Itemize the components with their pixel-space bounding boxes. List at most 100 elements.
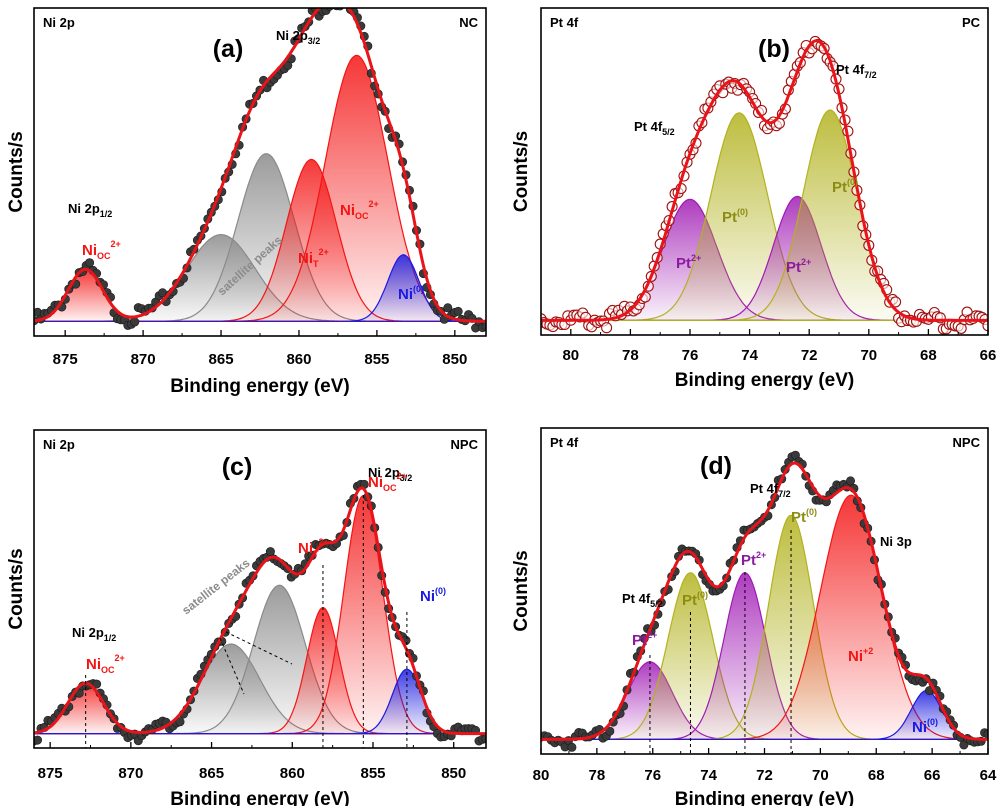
plot-area-d xyxy=(541,450,988,752)
core-level-label: Ni 2p xyxy=(43,437,75,452)
peak-annotation: Pt(0) xyxy=(682,590,708,609)
panel-label: (d) xyxy=(700,452,732,480)
satellite-pointer-line xyxy=(225,631,293,665)
y-axis-label: Counts/s xyxy=(6,548,27,629)
peak-annotation: Ni(0) xyxy=(398,284,424,303)
x-tick-label: 855 xyxy=(364,351,389,368)
x-axis-label: Binding energy (eV) xyxy=(675,789,854,806)
x-tick-label: 870 xyxy=(118,765,143,782)
sample-label: NC xyxy=(459,15,478,30)
peak-annotation: Ni 2p3/2 xyxy=(276,28,320,46)
peak-annotation: Pt 4f5/2 xyxy=(634,119,675,137)
fit-envelope xyxy=(541,461,988,741)
plot-area-b xyxy=(541,35,988,335)
x-tick-label: 76 xyxy=(644,767,661,784)
panel-c: 875 870 865 860 855 850 Binding energy (eV) Cou… xyxy=(6,429,487,806)
peak-annotation: Pt 4f5/2 xyxy=(622,591,663,609)
x-tick-label: 70 xyxy=(860,347,877,364)
x-tick-label: 865 xyxy=(199,765,224,782)
peak-annotation: Pt2+ xyxy=(786,257,811,276)
x-tick-label: 855 xyxy=(360,765,385,782)
peak-annotation: Pt2+ xyxy=(632,630,657,649)
x-tick-label: 76 xyxy=(682,347,699,364)
data-point xyxy=(265,547,275,557)
panel-label: (b) xyxy=(758,35,790,63)
x-tick-label: 875 xyxy=(53,351,78,368)
plot-area-c xyxy=(34,479,486,746)
plot-frame xyxy=(33,429,487,749)
data-point xyxy=(453,306,463,316)
data-point xyxy=(92,679,102,689)
x-tick-label: 78 xyxy=(622,347,639,364)
x-tick-label: 68 xyxy=(868,767,885,784)
x-tick-label: 64 xyxy=(980,767,997,784)
data-point xyxy=(982,320,988,332)
x-tick-label: 72 xyxy=(801,347,818,364)
x-tick-label: 860 xyxy=(286,351,311,368)
plot-frame xyxy=(540,7,989,336)
peak-annotation: satellite peaks xyxy=(179,556,253,618)
peak-annotation: Ni(0) xyxy=(420,586,446,605)
peak-annotation: Pt 4f7/2 xyxy=(836,62,877,80)
panel-d: 80 78 76 74 72 70 68 66 64 Binding energy (eV) Cou… xyxy=(511,427,997,806)
x-tick-label: 870 xyxy=(131,351,156,368)
peak-annotation: Pt2+ xyxy=(676,253,701,272)
peak-annotation: Ni 2p1/2 xyxy=(68,201,112,219)
peak-annotation: Pt(0) xyxy=(791,507,817,526)
peak-annotation: Pt(0) xyxy=(832,177,858,196)
peak-annotation: Ni(0) xyxy=(912,717,938,736)
data-point xyxy=(567,742,577,752)
component-peak-blue xyxy=(34,668,486,735)
peak-annotation: Ni 2p3/2 xyxy=(368,465,412,483)
x-tick-label: 72 xyxy=(756,767,773,784)
core-level-label: Ni 2p xyxy=(43,15,75,30)
x-tick-label: 860 xyxy=(280,765,305,782)
fit-envelope xyxy=(541,39,988,322)
x-tick-label: 66 xyxy=(924,767,941,784)
panel-b: 80 78 76 74 72 70 68 66 Binding energy (eV) Count… xyxy=(511,7,997,391)
plot-area-a xyxy=(34,0,486,333)
x-tick-label: 850 xyxy=(442,351,467,368)
y-axis-label: Counts/s xyxy=(6,131,27,212)
x-axis-label: Binding energy (eV) xyxy=(170,789,349,806)
x-tick-label: 80 xyxy=(533,767,550,784)
core-level-label: Pt 4f xyxy=(550,15,579,30)
data-point xyxy=(130,317,140,327)
x-tick-label: 865 xyxy=(209,351,234,368)
x-tick-label: 74 xyxy=(700,767,717,784)
sample-label: NPC xyxy=(451,437,479,452)
peak-annotation: Ni 3p xyxy=(880,534,912,549)
peak-annotation: Ni+2 xyxy=(848,646,873,665)
x-tick-label: 875 xyxy=(38,765,63,782)
data-point xyxy=(85,258,95,268)
x-tick-label: 66 xyxy=(980,347,997,364)
panel-label: (c) xyxy=(222,453,253,481)
peak-annotation: Pt2+ xyxy=(741,550,766,569)
y-axis-label: Counts/s xyxy=(511,550,532,631)
x-tick-label: 70 xyxy=(812,767,829,784)
data-point xyxy=(175,717,185,727)
x-tick-label: 74 xyxy=(741,347,758,364)
data-point xyxy=(325,8,334,11)
x-tick-label: 850 xyxy=(441,765,466,782)
data-point xyxy=(343,0,351,3)
peak-annotation: NiOC2+ xyxy=(340,199,379,221)
data-point xyxy=(336,8,344,11)
peak-annotation: NiOC2+ xyxy=(368,471,407,493)
data-point xyxy=(605,726,615,736)
peak-annotation: NiOC2+ xyxy=(86,653,125,675)
x-axis-label: Binding energy (eV) xyxy=(170,376,349,397)
satellite-pointer-line xyxy=(219,637,245,695)
x-tick-label: 68 xyxy=(920,347,937,364)
component-peak-blue xyxy=(34,254,486,322)
sample-label: NPC xyxy=(953,435,981,450)
peak-annotation: NiT2+ xyxy=(298,247,329,269)
peak-annotation: Ni 2p1/2 xyxy=(72,625,116,643)
data-point xyxy=(443,303,453,313)
sample-label: PC xyxy=(962,15,981,30)
peak-annotation: NiOC2+ xyxy=(82,239,121,261)
peak-annotation: Pt 4f7/2 xyxy=(750,481,791,499)
peak-annotation: Pt(0) xyxy=(722,207,748,226)
data-point xyxy=(601,322,613,334)
